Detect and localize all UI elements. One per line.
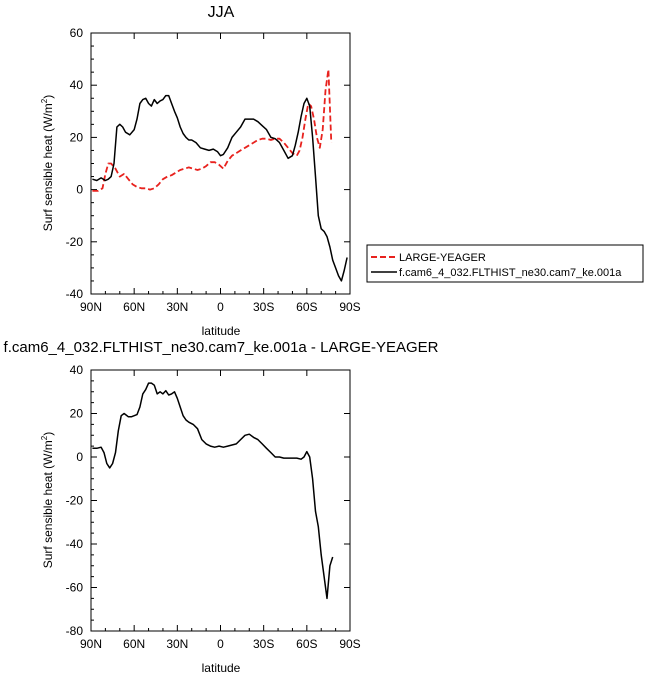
top-chart-x-tick-label: 30N bbox=[166, 300, 188, 314]
top-chart-title: JJA bbox=[208, 4, 235, 21]
top-chart-y-tick-label: 40 bbox=[70, 78, 84, 92]
top-chart-series-lines bbox=[92, 68, 348, 282]
bottom-chart-x-axis: 90N 60N 30N 0 30S 60S 90S bbox=[80, 370, 361, 651]
top-chart-x-tick-label: 30S bbox=[253, 300, 274, 314]
legend-label-cam7: f.cam6_4_032.FLTHIST_ne30.cam7_ke.001a bbox=[399, 267, 622, 279]
top-chart-legend: LARGE-YEAGER f.cam6_4_032.FLTHIST_ne30.c… bbox=[366, 244, 644, 283]
bottom-chart-y-tick-label: 0 bbox=[76, 450, 83, 464]
bottom-chart: f.cam6_4_032.FLTHIST_ne30.cam7_ke.001a -… bbox=[4, 339, 439, 675]
bottom-chart-y-tick-label: 20 bbox=[70, 407, 84, 421]
top-chart-x-tick-label: 90N bbox=[80, 300, 102, 314]
bottom-chart-x-tick-label: 0 bbox=[217, 637, 224, 651]
bottom-chart-x-tick-label: 60S bbox=[296, 637, 317, 651]
bottom-chart-series-line-1 bbox=[92, 382, 334, 600]
bottom-chart-y-tick-label: -80 bbox=[66, 624, 84, 638]
top-chart-plot-frame bbox=[90, 32, 351, 295]
bottom-chart-y-tick-label: 40 bbox=[70, 363, 84, 377]
top-chart-y-axis-label: Surf sensible heat (W/m2) bbox=[40, 95, 55, 232]
bottom-chart-y-axis: -80 -60 -40 -20 0 20 40 bbox=[66, 363, 350, 638]
top-chart-y-tick-label: 20 bbox=[70, 130, 84, 144]
bottom-chart-x-tick-label: 30S bbox=[253, 637, 274, 651]
top-chart-y-tick-label: 0 bbox=[76, 183, 83, 197]
bottom-chart-x-tick-label: 60N bbox=[123, 637, 145, 651]
top-chart: JJA -40 -20 0 20 40 60 90N 60N 30N 0 30S 60S 90S la… bbox=[40, 4, 361, 338]
top-chart-series-line-2 bbox=[92, 94, 348, 282]
top-chart-x-axis-label: latitude bbox=[202, 324, 241, 338]
bottom-chart-y-tick-label: -20 bbox=[66, 494, 84, 508]
bottom-chart-y-tick-label: -40 bbox=[66, 537, 84, 551]
top-chart-x-tick-label: 60N bbox=[123, 300, 145, 314]
top-chart-x-tick-label: 90S bbox=[339, 300, 360, 314]
top-chart-x-tick-label: 60S bbox=[296, 300, 317, 314]
top-chart-series-line-1 bbox=[92, 68, 333, 192]
top-chart-x-axis: 90N 60N 30N 0 30S 60S 90S bbox=[80, 33, 361, 314]
top-chart-y-tick-label: -20 bbox=[66, 235, 84, 249]
bottom-chart-x-axis-label: latitude bbox=[202, 661, 241, 675]
bottom-chart-x-tick-label: 90S bbox=[339, 637, 360, 651]
bottom-chart-title: f.cam6_4_032.FLTHIST_ne30.cam7_ke.001a -… bbox=[4, 339, 439, 356]
bottom-chart-x-tick-label: 30N bbox=[166, 637, 188, 651]
top-chart-y-tick-label: -40 bbox=[66, 287, 84, 301]
bottom-chart-plot-frame bbox=[90, 369, 351, 632]
legend-label-large-yeager: LARGE-YEAGER bbox=[399, 252, 486, 264]
bottom-chart-x-tick-label: 90N bbox=[80, 637, 102, 651]
legend-frame bbox=[366, 244, 644, 283]
bottom-chart-series-lines bbox=[92, 382, 334, 600]
top-chart-y-axis: -40 -20 0 20 40 60 bbox=[66, 26, 350, 301]
top-chart-x-tick-label: 0 bbox=[217, 300, 224, 314]
top-chart-y-tick-label: 60 bbox=[70, 26, 84, 40]
bottom-chart-y-tick-label: -60 bbox=[66, 581, 84, 595]
bottom-chart-y-axis-label: Surf sensible heat (W/m2) bbox=[40, 432, 55, 569]
